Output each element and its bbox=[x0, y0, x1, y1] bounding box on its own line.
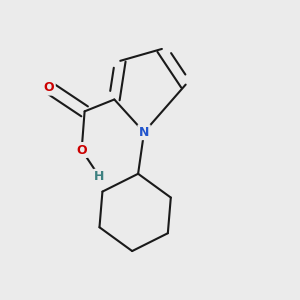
Text: O: O bbox=[44, 81, 54, 94]
Text: H: H bbox=[94, 170, 105, 183]
Text: O: O bbox=[76, 143, 87, 157]
Text: N: N bbox=[139, 126, 149, 139]
